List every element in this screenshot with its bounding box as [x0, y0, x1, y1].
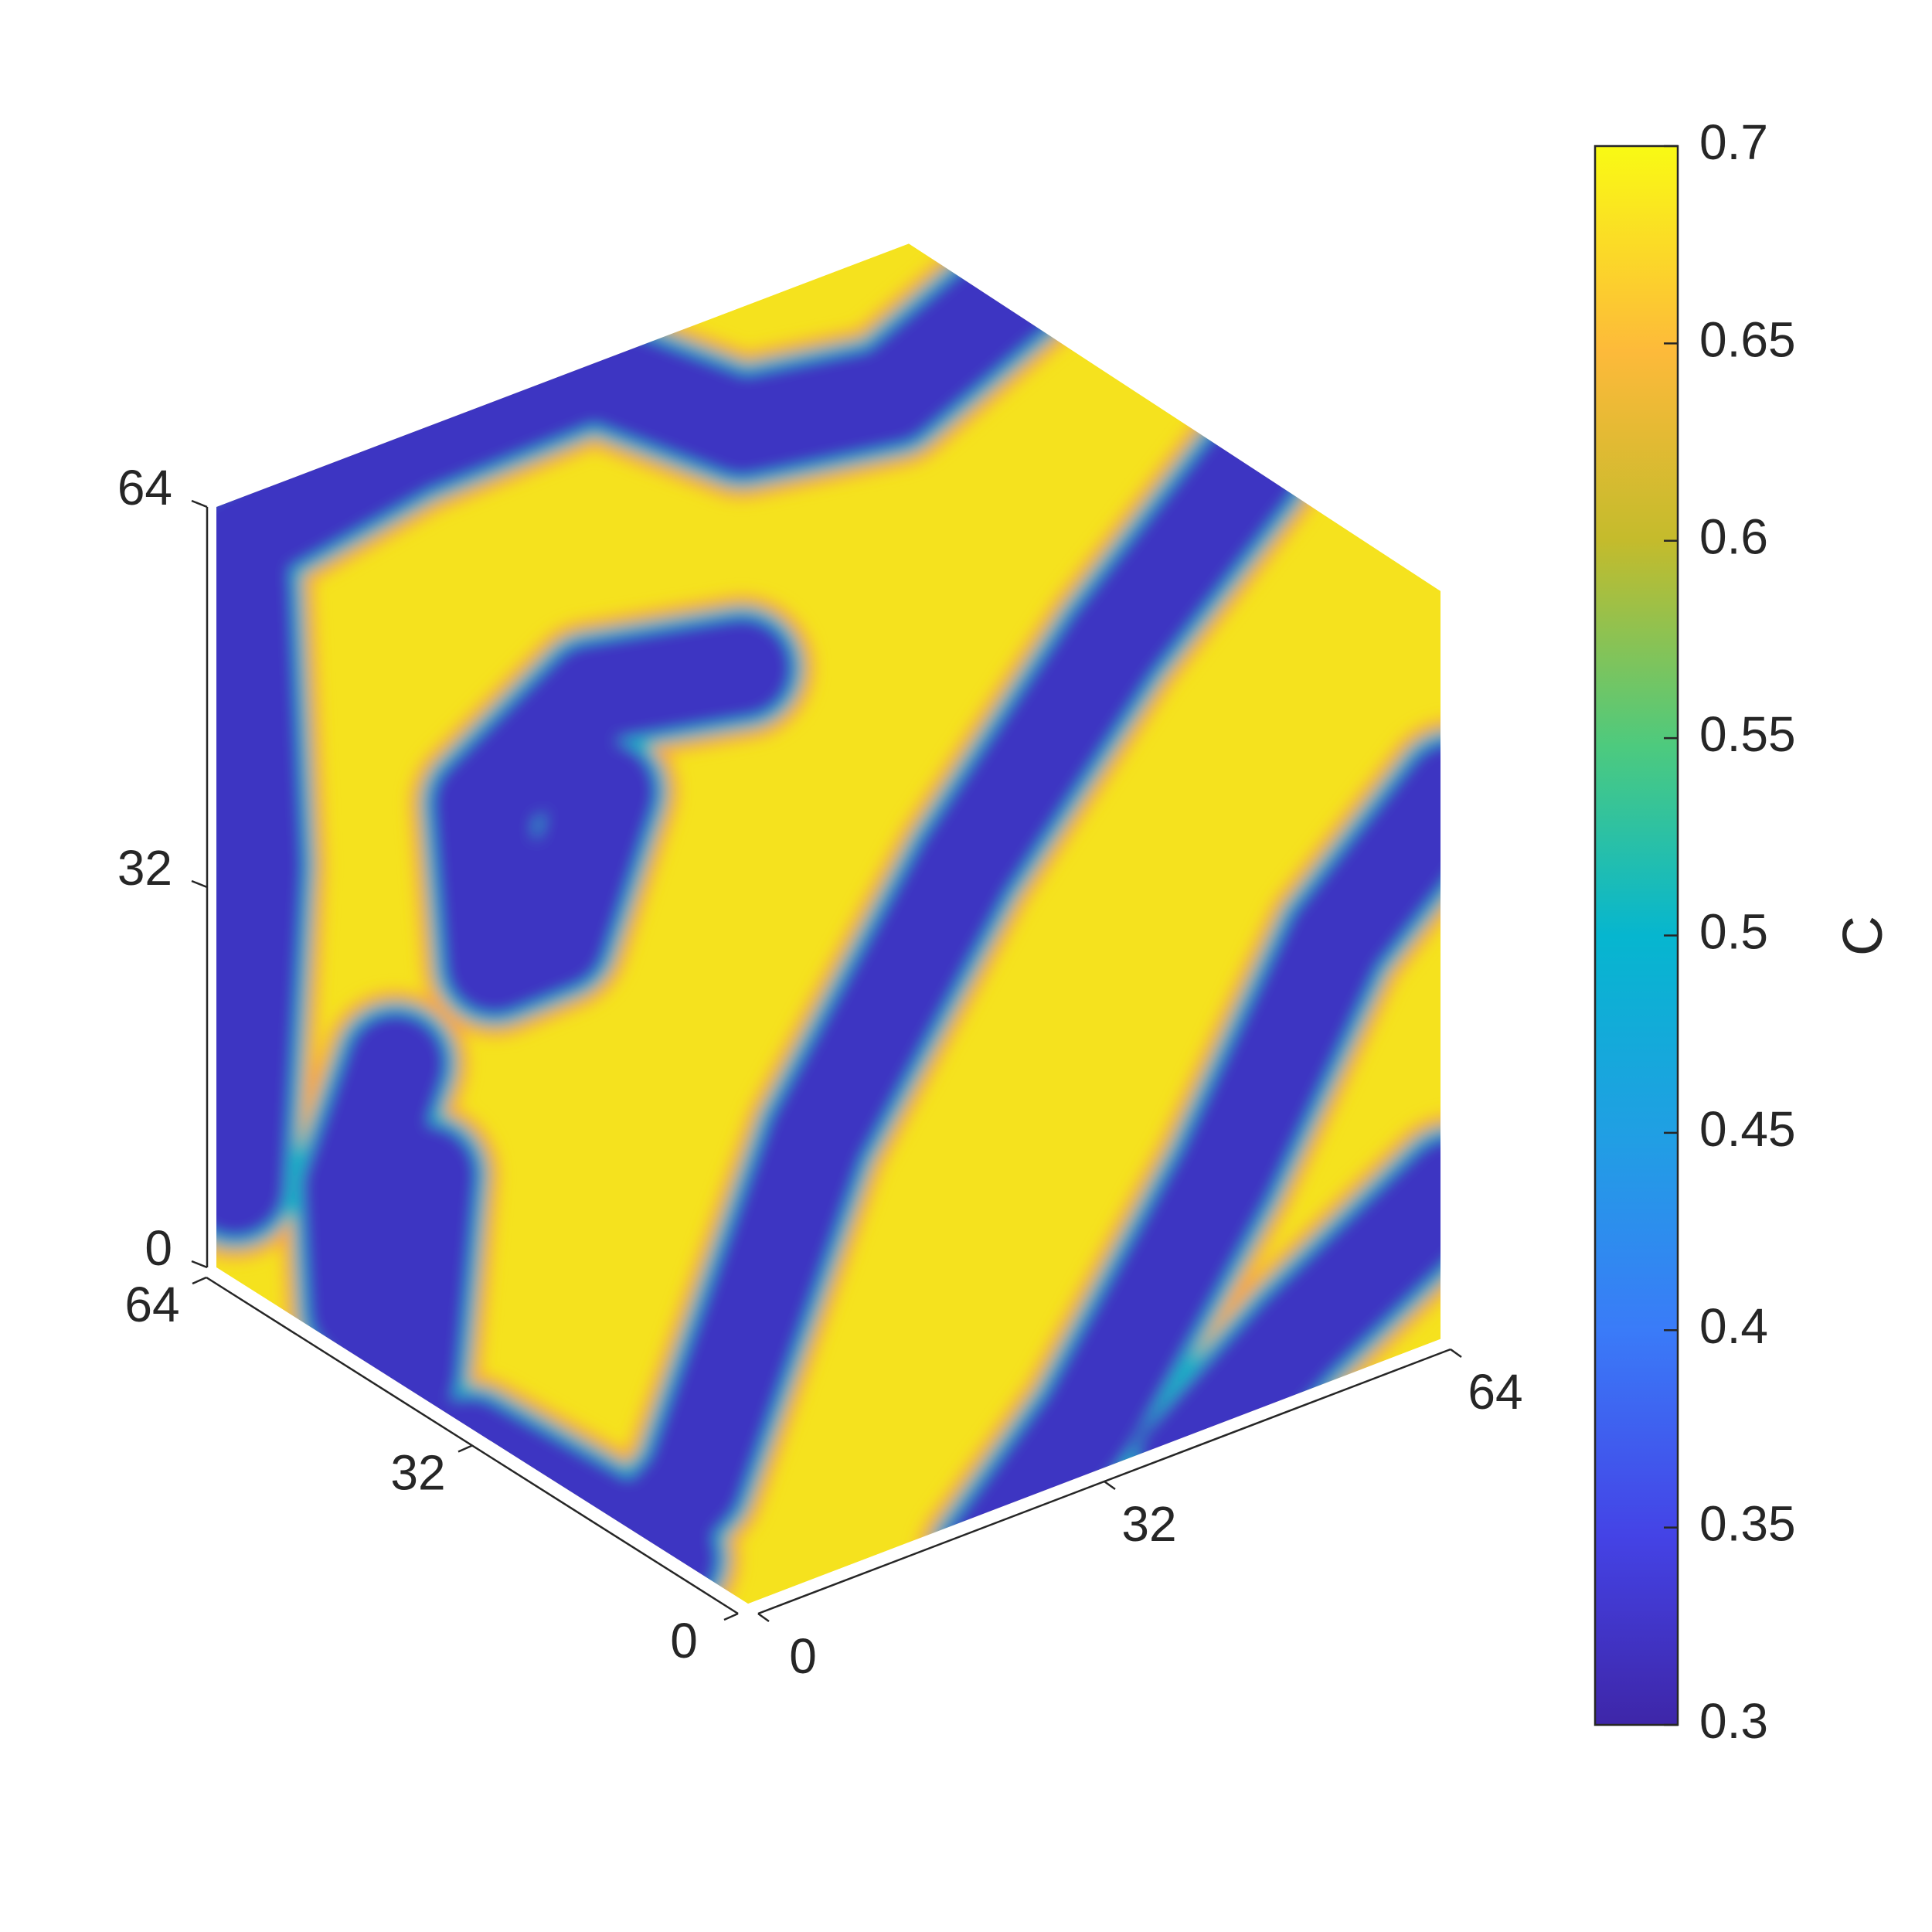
x-tick-label: 32 — [1121, 1496, 1176, 1552]
colorbar-tick-label: 0.4 — [1699, 1298, 1768, 1354]
y-tick-label: 0 — [670, 1613, 698, 1668]
y-tick-label: 64 — [124, 1277, 179, 1332]
colorbar-tick-label: 0.5 — [1699, 903, 1768, 959]
colorbar-tick-label: 0.35 — [1699, 1496, 1796, 1552]
cube-field — [216, 243, 1441, 1604]
colorbar-tick-label: 0.6 — [1699, 509, 1768, 565]
y-tick — [457, 1444, 473, 1453]
y-tick — [192, 1276, 207, 1285]
z-tick — [191, 879, 208, 889]
z-tick-label: 64 — [117, 460, 172, 515]
y-tick — [723, 1612, 739, 1621]
x-tick-label: 64 — [1468, 1364, 1522, 1420]
colorbar-label: C — [1832, 916, 1894, 956]
colorbar-tick-label: 0.55 — [1699, 706, 1796, 762]
z-tick — [191, 1260, 208, 1269]
colorbar-tick-label: 0.45 — [1699, 1101, 1796, 1157]
colorbar-tick-label: 0.3 — [1699, 1693, 1768, 1749]
x-tick-label: 0 — [789, 1628, 817, 1684]
y-tick-label: 32 — [390, 1444, 445, 1500]
colorbar-tick-label: 0.65 — [1699, 311, 1796, 367]
z-tick-label: 32 — [117, 840, 172, 896]
z-tick — [191, 499, 208, 509]
x-tick — [1104, 1480, 1116, 1491]
z-tick-label: 0 — [145, 1220, 172, 1276]
x-tick — [757, 1612, 770, 1623]
x-tick — [1450, 1348, 1462, 1359]
colorbar-tick-label: 0.7 — [1699, 114, 1768, 170]
